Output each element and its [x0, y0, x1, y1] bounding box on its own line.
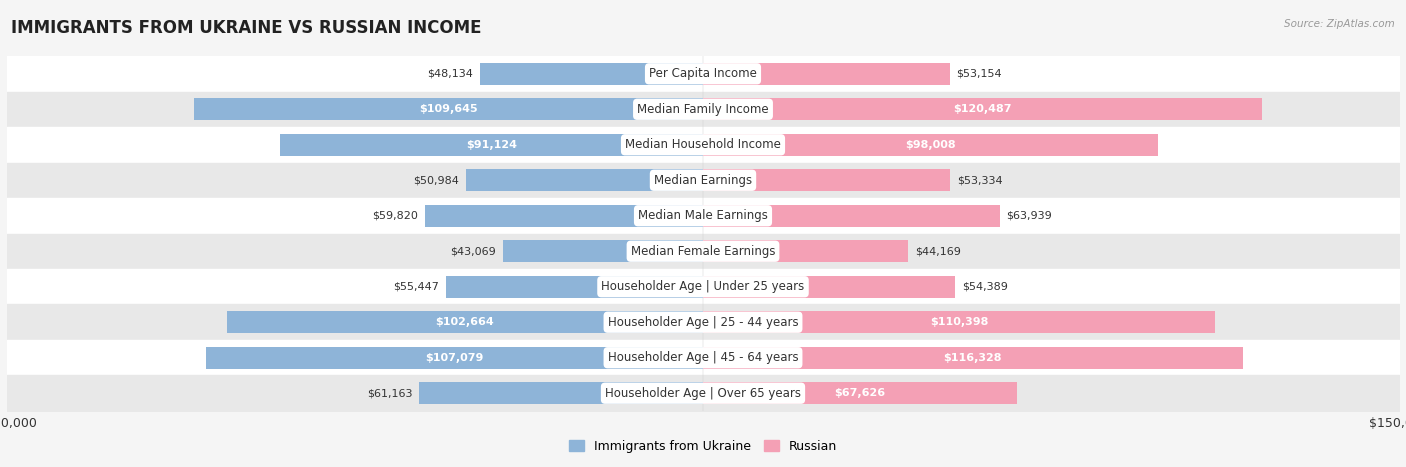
Text: Per Capita Income: Per Capita Income: [650, 67, 756, 80]
Text: $48,134: $48,134: [427, 69, 472, 79]
Bar: [503, 240, 703, 262]
Bar: [703, 240, 908, 262]
Text: $107,079: $107,079: [426, 353, 484, 363]
Text: $63,939: $63,939: [1007, 211, 1052, 221]
Bar: [703, 63, 949, 85]
Text: $116,328: $116,328: [943, 353, 1002, 363]
Bar: [703, 169, 950, 191]
Text: $102,664: $102,664: [436, 317, 494, 327]
Text: $59,820: $59,820: [373, 211, 419, 221]
Text: Median Male Earnings: Median Male Earnings: [638, 209, 768, 222]
Text: $109,645: $109,645: [419, 104, 478, 114]
Bar: [703, 134, 1157, 156]
Text: Householder Age | 45 - 64 years: Householder Age | 45 - 64 years: [607, 351, 799, 364]
Bar: [194, 98, 703, 120]
Text: $50,984: $50,984: [413, 175, 460, 185]
Text: Median Female Earnings: Median Female Earnings: [631, 245, 775, 258]
Bar: [226, 311, 703, 333]
Bar: [703, 311, 1215, 333]
Text: Median Family Income: Median Family Income: [637, 103, 769, 116]
Bar: [703, 276, 955, 298]
Bar: [426, 205, 703, 227]
Text: $43,069: $43,069: [450, 246, 496, 256]
Text: Householder Age | Over 65 years: Householder Age | Over 65 years: [605, 387, 801, 400]
Text: Median Earnings: Median Earnings: [654, 174, 752, 187]
Bar: [703, 98, 1263, 120]
Bar: [207, 347, 703, 369]
Bar: [703, 205, 1000, 227]
Text: $44,169: $44,169: [915, 246, 960, 256]
Bar: [419, 382, 703, 404]
Text: $53,154: $53,154: [956, 69, 1002, 79]
Text: Householder Age | Under 25 years: Householder Age | Under 25 years: [602, 280, 804, 293]
Bar: [280, 134, 703, 156]
Text: Source: ZipAtlas.com: Source: ZipAtlas.com: [1284, 19, 1395, 28]
Text: IMMIGRANTS FROM UKRAINE VS RUSSIAN INCOME: IMMIGRANTS FROM UKRAINE VS RUSSIAN INCOM…: [11, 19, 482, 37]
Text: $55,447: $55,447: [392, 282, 439, 292]
Bar: [703, 347, 1243, 369]
Bar: [703, 382, 1017, 404]
Bar: [479, 63, 703, 85]
Text: $91,124: $91,124: [467, 140, 517, 150]
Text: $120,487: $120,487: [953, 104, 1012, 114]
Legend: Immigrants from Ukraine, Russian: Immigrants from Ukraine, Russian: [564, 435, 842, 458]
Text: $53,334: $53,334: [957, 175, 1002, 185]
Text: $98,008: $98,008: [905, 140, 956, 150]
Text: $110,398: $110,398: [929, 317, 988, 327]
Text: Median Household Income: Median Household Income: [626, 138, 780, 151]
Text: $54,389: $54,389: [962, 282, 1008, 292]
Bar: [467, 169, 703, 191]
Bar: [446, 276, 703, 298]
Text: $67,626: $67,626: [834, 388, 886, 398]
Text: Householder Age | 25 - 44 years: Householder Age | 25 - 44 years: [607, 316, 799, 329]
Text: $61,163: $61,163: [367, 388, 412, 398]
